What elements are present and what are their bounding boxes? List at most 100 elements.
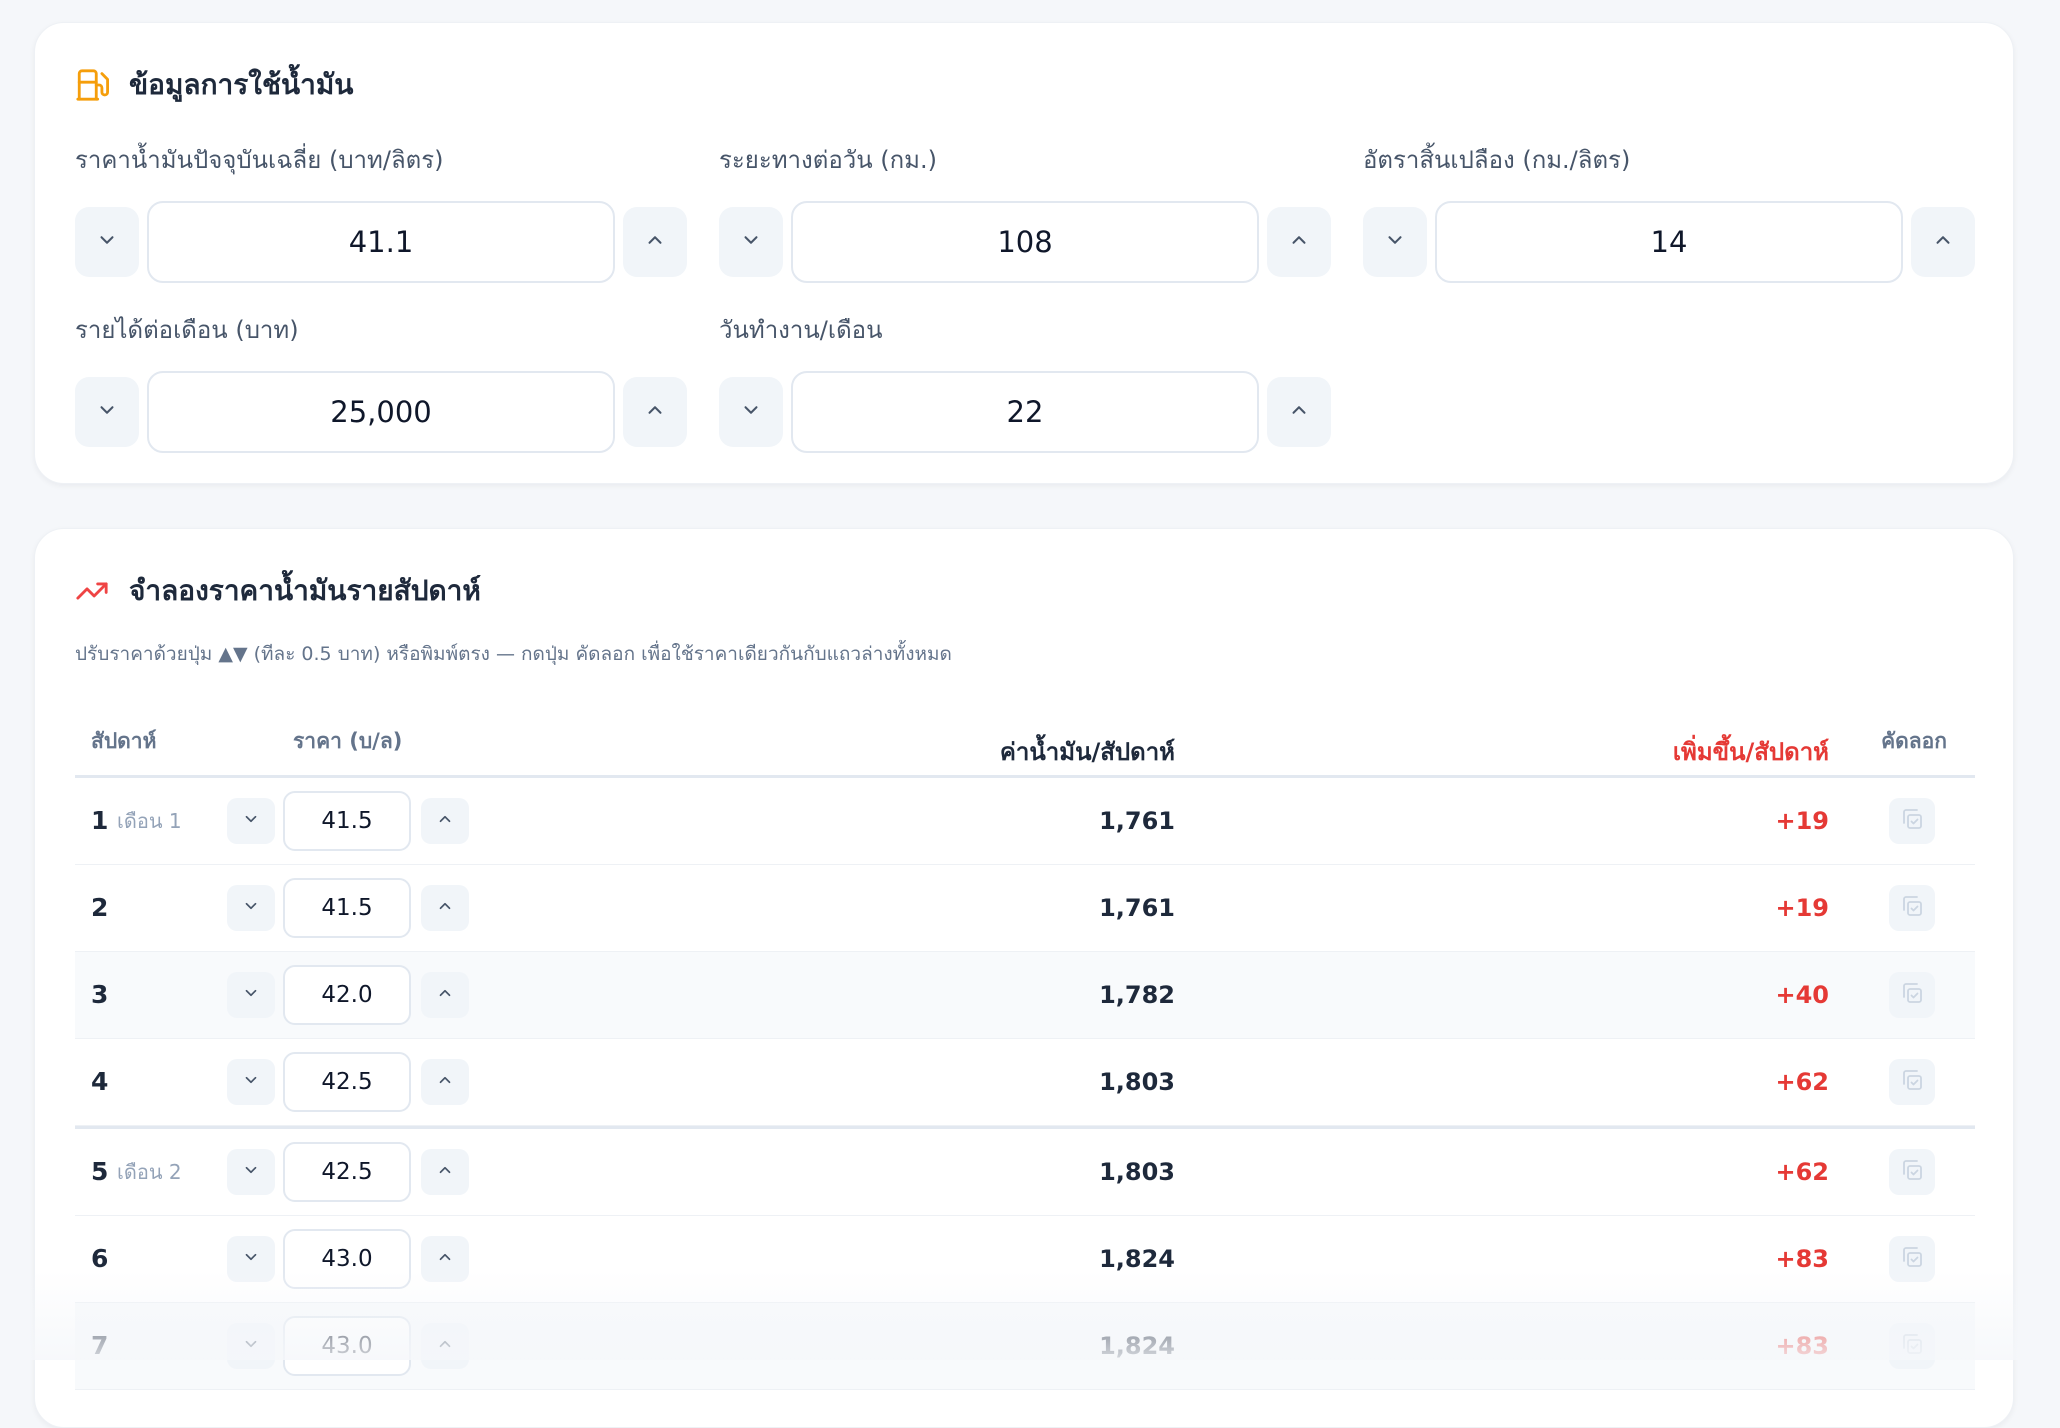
copy-icon [1900,1245,1924,1273]
increment-button[interactable] [421,972,469,1018]
chevron-down-icon [1384,229,1406,255]
decrement-button[interactable] [227,972,275,1018]
decrement-button[interactable] [1363,207,1427,277]
chevron-down-icon [242,897,260,919]
field-workdays: วันทำงาน/เดือน [719,313,1331,453]
table-row: 6 1,824 +83 [75,1216,1975,1303]
decrement-button[interactable] [227,1236,275,1282]
weekly-cost: 1,782 [1099,981,1175,1009]
chevron-down-icon [242,984,260,1006]
workdays-stepper [719,371,1331,453]
efficiency-stepper [1363,201,1975,283]
chevron-down-icon [96,399,118,425]
increment-button[interactable] [1911,207,1975,277]
chevron-down-icon [242,1161,260,1183]
efficiency-input[interactable] [1435,201,1903,283]
price-stepper [227,1229,469,1289]
helper-text: ปรับราคาด้วยปุ่ม ▲▼ (ทีละ 0.5 บาท) หรือพ… [75,643,952,665]
chevron-up-icon [436,1161,454,1183]
copy-button[interactable] [1889,972,1935,1018]
fuel-info-title: ข้อมูลการใช้น้ำมัน [129,68,354,101]
income-input[interactable] [147,371,615,453]
fuel-pump-icon [75,68,109,102]
decrement-button[interactable] [75,207,139,277]
price-stepper [227,791,469,851]
field-fuel-price: ราคาน้ำมันปัจจุบันเฉลี่ย (บาท/ลิตร) [75,143,687,283]
week-price-input[interactable] [283,1052,411,1112]
week-number: 3 [91,980,109,1009]
copy-icon [1900,807,1924,835]
chevron-up-icon [644,399,666,425]
table-body: 1 เดือน 1 1,761 +19 2 1,761 +19 3 1,782 +40 4 1,803… [75,778,1975,1390]
chevron-down-icon [96,229,118,255]
chevron-down-icon [242,810,260,832]
weekly-cost: 1,803 [1099,1068,1175,1096]
week-price-input[interactable] [283,1229,411,1289]
field-distance: ระยะทางต่อวัน (กม.) [719,143,1331,283]
copy-button[interactable] [1889,1236,1935,1282]
weekly-increase: +19 [1775,894,1829,922]
decrement-button[interactable] [227,1323,275,1369]
increment-button[interactable] [421,885,469,931]
copy-button[interactable] [1889,1149,1935,1195]
field-label: ระยะทางต่อวัน (กม.) [719,146,937,174]
increment-button[interactable] [1267,207,1331,277]
copy-icon [1900,1158,1924,1186]
distance-stepper [719,201,1331,283]
week-number: 6 [91,1244,109,1273]
chevron-up-icon [1932,229,1954,255]
increment-button[interactable] [623,377,687,447]
week-number: 7 [91,1331,109,1360]
decrement-button[interactable] [227,885,275,931]
field-label: อัตราสิ้นเปลือง (กม./ลิตร) [1363,146,1631,174]
increment-button[interactable] [623,207,687,277]
field-label: รายได้ต่อเดือน (บาท) [75,316,299,344]
increment-button[interactable] [421,798,469,844]
increment-button[interactable] [1267,377,1331,447]
field-label: วันทำงาน/เดือน [719,316,883,344]
decrement-button[interactable] [227,1149,275,1195]
table-header: สัปดาห์ ราคา (บ/ล) ค่าน้ำมัน/สัปดาห์ เพิ… [75,709,1975,778]
decrement-button[interactable] [719,207,783,277]
week-number: 2 [91,893,109,922]
weekly-increase: +19 [1775,807,1829,835]
col-cost: ค่าน้ำมัน/สัปดาห์ [999,738,1175,766]
increment-button[interactable] [421,1323,469,1369]
table-row: 5 เดือน 2 1,803 +62 [75,1126,1975,1216]
copy-button[interactable] [1889,1059,1935,1105]
increment-button[interactable] [421,1149,469,1195]
week-number: 1 [91,806,109,835]
chevron-down-icon [242,1335,260,1357]
field-income: รายได้ต่อเดือน (บาท) [75,313,687,453]
price-stepper [227,1142,469,1202]
decrement-button[interactable] [227,1059,275,1105]
chevron-up-icon [436,897,454,919]
simulation-header: จำลองราคาน้ำมันรายสัปดาห์ [75,569,481,613]
week-price-input[interactable] [283,1316,411,1376]
distance-input[interactable] [791,201,1259,283]
copy-button[interactable] [1889,885,1935,931]
increment-button[interactable] [421,1236,469,1282]
week-number: 4 [91,1067,109,1096]
week-price-input[interactable] [283,878,411,938]
copy-button[interactable] [1889,798,1935,844]
field-efficiency: อัตราสิ้นเปลือง (กม./ลิตร) [1363,143,1975,283]
chevron-down-icon [740,229,762,255]
workdays-input[interactable] [791,371,1259,453]
table-row: 7 1,824 +83 [75,1303,1975,1390]
col-copy: คัดลอก [1881,729,1947,753]
copy-button[interactable] [1889,1323,1935,1369]
decrement-button[interactable] [719,377,783,447]
weekly-increase: +40 [1775,981,1829,1009]
week-price-input[interactable] [283,1142,411,1202]
col-week: สัปดาห์ [91,729,157,753]
decrement-button[interactable] [227,798,275,844]
month-label: เดือน 2 [117,1160,182,1184]
copy-icon [1900,894,1924,922]
increment-button[interactable] [421,1059,469,1105]
week-price-input[interactable] [283,791,411,851]
decrement-button[interactable] [75,377,139,447]
col-increase: เพิ่มขึ้น/สัปดาห์ [1672,738,1829,766]
fuel-price-input[interactable] [147,201,615,283]
week-price-input[interactable] [283,965,411,1025]
